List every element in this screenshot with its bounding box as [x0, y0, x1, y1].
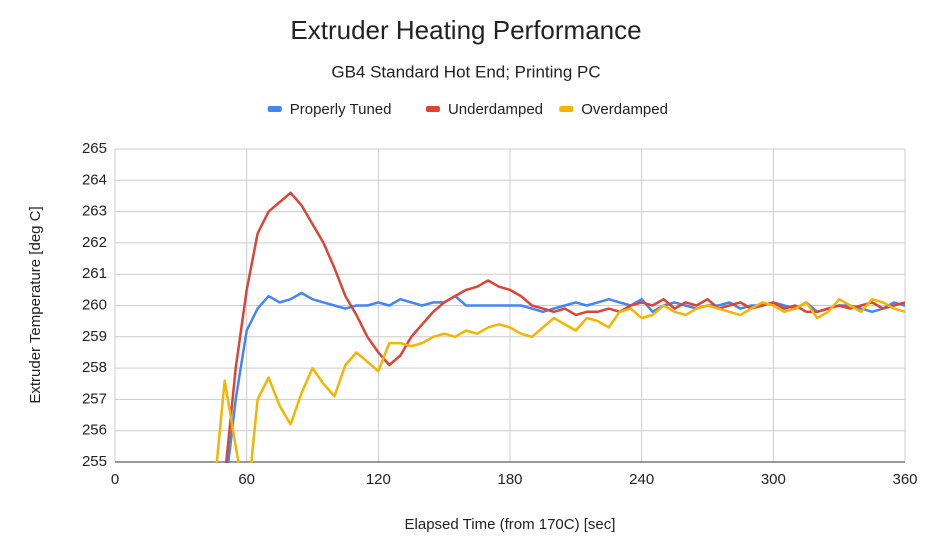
- y-tick-label: 260: [82, 296, 107, 313]
- chart-subtitle: GB4 Standard Hot End; Printing PC: [331, 62, 600, 81]
- legend-swatch: [425, 106, 440, 112]
- x-axis-label: Elapsed Time (from 170C) [sec]: [405, 516, 616, 533]
- x-tick-label: 180: [497, 471, 522, 488]
- y-tick-label: 257: [82, 390, 107, 407]
- x-tick-label: 240: [629, 471, 654, 488]
- x-tick-label: 120: [366, 471, 391, 488]
- y-tick-label: 264: [82, 171, 107, 188]
- legend-label: Overdamped: [581, 101, 668, 118]
- y-tick-label: 263: [82, 203, 107, 220]
- y-tick-label: 261: [82, 265, 107, 282]
- legend-label: Underdamped: [448, 101, 543, 118]
- x-tick-label: 0: [111, 471, 119, 488]
- plot-area: [215, 191, 905, 463]
- y-tick-label: 255: [82, 453, 107, 470]
- y-tick-label: 256: [82, 422, 107, 439]
- legend-swatch: [559, 106, 574, 112]
- x-tick-label: 60: [238, 471, 255, 488]
- legend-swatch: [267, 106, 282, 112]
- series-line: [215, 297, 905, 463]
- y-tick-label: 265: [82, 140, 107, 157]
- chart-title: Extruder Heating Performance: [290, 15, 641, 45]
- legend-label: Properly Tuned: [290, 101, 392, 118]
- y-tick-label: 259: [82, 328, 107, 345]
- series-line: [224, 191, 905, 463]
- y-tick-label: 258: [82, 359, 107, 376]
- y-tick-label: 262: [82, 234, 107, 251]
- x-tick-label: 360: [892, 471, 917, 488]
- x-tick-label: 300: [761, 471, 786, 488]
- y-axis-label: Extruder Temperature [deg C]: [27, 206, 44, 403]
